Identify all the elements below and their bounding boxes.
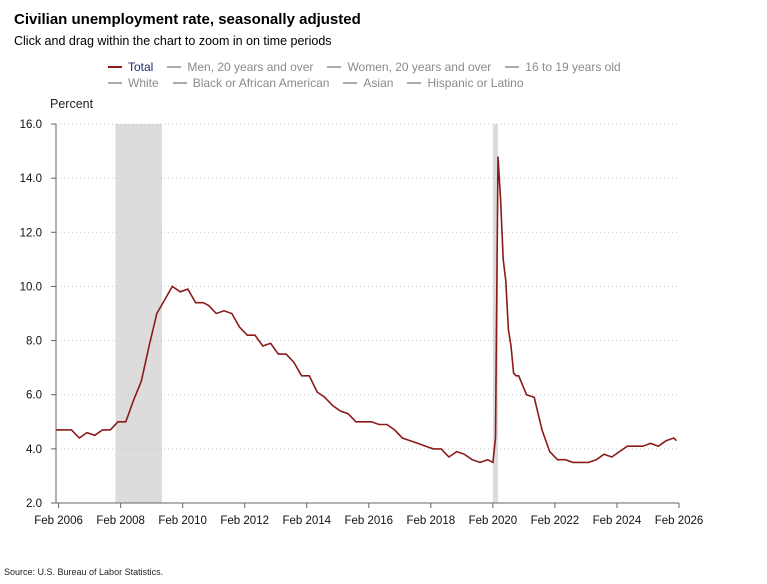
line-chart[interactable]: Percent 2.0 4.0 6.0 8.0 10.0 12.0 14.0 16.0 Feb…	[0, 0, 767, 560]
recession-bands	[115, 124, 499, 503]
legend: Total Men, 20 years and over Women, 20 yea…	[108, 59, 668, 91]
legend-swatch	[327, 66, 342, 68]
x-tick-label: Feb 2016	[344, 515, 393, 527]
legend-swatch	[172, 82, 187, 84]
y-tick-label: 14.0	[20, 173, 42, 185]
legend-label: Black or African American	[192, 76, 330, 90]
x-tick-label: Feb 2012	[220, 515, 269, 527]
legend-item-white[interactable]: White	[108, 76, 159, 90]
legend-label: White	[128, 76, 159, 90]
legend-swatch	[505, 66, 520, 68]
legend-swatch	[108, 82, 122, 84]
source-note: Source: U.S. Bureau of Labor Statistics.	[4, 567, 164, 577]
x-tick-label: Feb 2018	[407, 515, 456, 527]
y-axis: 2.0 4.0 6.0 8.0 10.0 12.0 14.0 16.0	[20, 119, 57, 510]
legend-item-women-20-years-and-over[interactable]: Women, 20 years and over	[327, 60, 491, 74]
legend-item-hispanic-or-latino[interactable]: Hispanic or Latino	[407, 76, 524, 90]
legend-item-16-to-19-years-old[interactable]: 16 to 19 years old	[505, 60, 621, 74]
legend-label: Women, 20 years and over	[347, 60, 492, 74]
legend-swatch	[343, 82, 358, 84]
y-tick-label: 6.0	[26, 390, 42, 402]
legend-swatch	[407, 82, 422, 84]
legend-label: 16 to 19 years old	[525, 60, 621, 74]
legend-label: Total	[128, 60, 154, 74]
y-tick-label: 2.0	[26, 498, 42, 510]
legend-row: White Black or African American Asian Hispa…	[108, 75, 668, 91]
x-axis: Feb 2006 Feb 2008 Feb 2010 Feb 2012 Feb 2014…	[34, 502, 704, 527]
recession-band	[492, 124, 499, 503]
y-tick-label: 10.0	[20, 281, 42, 293]
legend-swatch	[108, 66, 122, 68]
chart-title: Civilian unemployment rate, seasonally a…	[14, 11, 361, 28]
recession-band	[115, 124, 162, 503]
series-line-total[interactable]	[56, 156, 677, 464]
legend-label: Asian	[363, 76, 394, 90]
x-tick-label: Feb 2014	[282, 515, 331, 527]
legend-item-total[interactable]: Total	[108, 60, 153, 74]
chart-subtitle: Click and drag within the chart to zoom …	[14, 34, 332, 48]
legend-item-asian[interactable]: Asian	[343, 76, 393, 90]
x-tick-label: Feb 2024	[593, 515, 642, 527]
x-tick-label: Feb 2010	[158, 515, 207, 527]
y-tick-label: 4.0	[26, 444, 42, 456]
x-tick-label: Feb 2026	[655, 515, 704, 527]
legend-row: Total Men, 20 years and over Women, 20 yea…	[108, 59, 668, 75]
x-tick-label: Feb 2020	[469, 515, 518, 527]
x-tick-label: Feb 2022	[531, 515, 580, 527]
legend-item-men-20-years-and-over[interactable]: Men, 20 years and over	[167, 60, 313, 74]
y-tick-label: 16.0	[20, 119, 42, 131]
legend-item-black-or-african-american[interactable]: Black or African American	[172, 76, 330, 90]
y-axis-label: Percent	[50, 97, 94, 111]
y-tick-label: 12.0	[20, 227, 42, 239]
x-tick-label: Feb 2008	[96, 515, 145, 527]
legend-swatch	[167, 66, 182, 68]
y-tick-label: 8.0	[26, 336, 42, 348]
x-tick-label: Feb 2006	[34, 515, 83, 527]
legend-label: Hispanic or Latino	[427, 76, 524, 90]
legend-label: Men, 20 years and over	[187, 60, 314, 74]
